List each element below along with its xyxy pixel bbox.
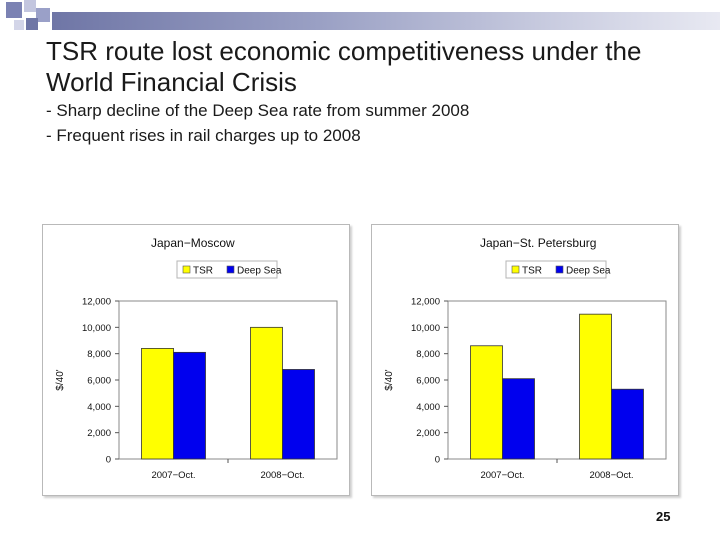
legend-swatch-tsr [182,265,191,274]
y-tick-label: 2,000 [416,428,440,439]
legend-label: TSR [522,266,542,277]
bar-deep-sea [173,351,206,460]
y-tick-label: 8,000 [87,349,111,360]
y-tick-label: 4,000 [87,402,111,413]
decor-square [6,2,22,18]
bar-deep-sea [502,378,535,460]
bar-chart-japan-moscow: Japan−Moscow TSR Deep Sea 0 2,000 4,000 6,000 8… [55,236,338,481]
legend-swatch-deep-sea [226,265,235,274]
bullet-rail-charges: - Frequent rises in rail charges up to 2… [46,126,361,145]
y-tick-label: 10,000 [82,323,111,334]
y-axis-label: $/40' [55,369,66,390]
legend-label: Deep Sea [237,266,282,277]
y-axis-label: $/40' [384,369,395,390]
y-tick-label: 12,000 [82,297,111,308]
bar-tsr [470,345,503,460]
y-tick-label: 2,000 [87,428,111,439]
legend-swatch-deep-sea [555,265,564,274]
legend-label: TSR [193,266,213,277]
y-tick-label: 6,000 [87,376,111,387]
chart-title: Japan−St. Petersburg [480,236,596,250]
bullet-decline: - Sharp decline of the Deep Sea rate fro… [46,101,470,120]
decor-square [36,8,50,22]
x-tick-label: 2007−Oct. [151,470,195,481]
bar-deep-sea [282,369,315,460]
y-tick-label: 12,000 [411,297,440,308]
y-tick-label: 6,000 [416,376,440,387]
x-tick-label: 2008−Oct. [260,470,304,481]
decor-square [24,0,36,12]
bar-deep-sea [611,388,644,460]
decor-square [26,18,38,30]
bar-chart-japan-st-petersburg: Japan−St. Petersburg TSR Deep Sea 0 2,000 4,0… [384,236,667,481]
slide-title: TSR route lost economic competitiveness … [46,36,642,97]
legend-label: Deep Sea [566,266,611,277]
chart-japan-st-petersburg: Japan−St. Petersburg TSR Deep Sea 0 2,000 4,0… [371,224,679,496]
y-tick-label: 8,000 [416,349,440,360]
y-tick-label: 0 [435,455,440,466]
y-tick-label: 10,000 [411,323,440,334]
page-number: 25 [656,509,671,524]
x-tick-label: 2007−Oct. [480,470,524,481]
bar-tsr [579,313,612,460]
title-bar-decoration [52,12,720,30]
x-tick-label: 2008−Oct. [589,470,633,481]
y-tick-label: 4,000 [416,402,440,413]
chart-title: Japan−Moscow [151,236,235,250]
legend-swatch-tsr [511,265,520,274]
bar-tsr [250,326,283,460]
chart-japan-moscow: Japan−Moscow TSR Deep Sea 0 2,000 4,000 6,000 8… [42,224,350,496]
decor-square [14,20,24,30]
y-tick-label: 0 [106,455,111,466]
bar-tsr [141,348,174,460]
